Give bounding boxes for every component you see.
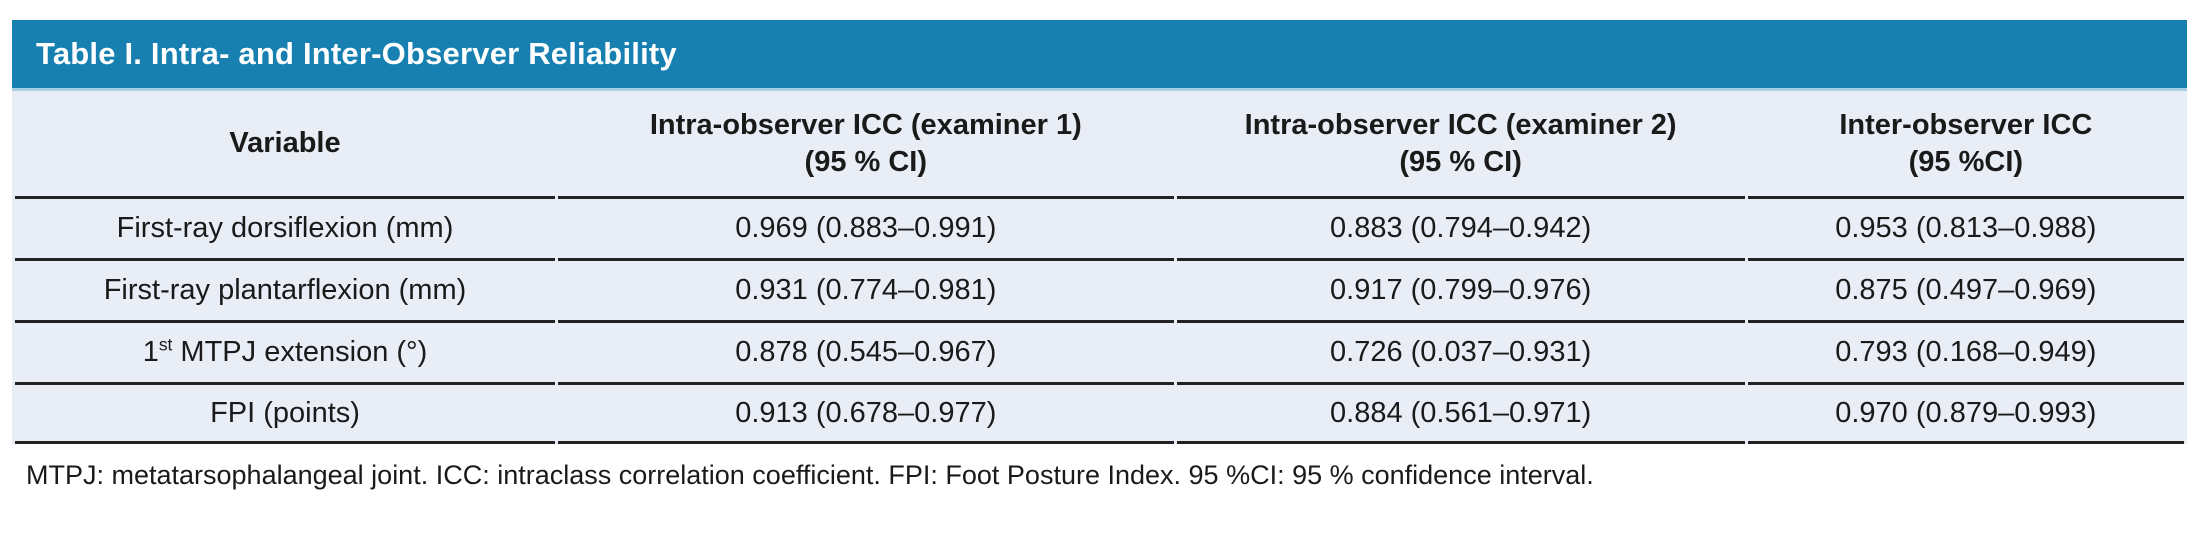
column-header-variable: Variable (15, 91, 555, 196)
reliability-table: Variable Intra-observer ICC (examiner 1)… (12, 91, 2187, 444)
cell-icc-examiner2: 0.884 (0.561–0.971) (1176, 382, 1745, 444)
table-row: FPI (points) 0.913 (0.678–0.977) 0.884 (… (15, 382, 2184, 444)
cell-icc-examiner1: 0.931 (0.774–0.981) (558, 258, 1174, 320)
table-title: Table I. Intra- and Inter-Observer Relia… (36, 36, 677, 71)
column-header-line2: (95 % CI) (1399, 145, 1522, 178)
cell-inter-icc: 0.793 (0.168–0.949) (1747, 320, 2184, 382)
table-container: Table I. Intra- and Inter-Observer Relia… (12, 20, 2187, 491)
cell-variable: FPI (points) (15, 382, 555, 444)
cell-icc-examiner1: 0.969 (0.883–0.991) (558, 196, 1174, 258)
variable-base: 1 (142, 336, 159, 368)
header-row: Variable Intra-observer ICC (examiner 1)… (15, 91, 2184, 196)
column-header-inter-icc: Inter-observer ICC (95 %CI) (1747, 91, 2184, 196)
cell-icc-examiner1: 0.913 (0.678–0.977) (558, 382, 1174, 444)
column-header-line1: Inter-observer ICC (1839, 108, 2093, 141)
cell-icc-examiner2: 0.917 (0.799–0.976) (1176, 258, 1745, 320)
column-header-line2: (95 %CI) (1908, 145, 2024, 178)
cell-variable: First-ray dorsiflexion (mm) (15, 196, 555, 258)
cell-inter-icc: 0.953 (0.813–0.988) (1747, 196, 2184, 258)
column-header-line1: Intra-observer ICC (examiner 1) (649, 108, 1082, 141)
table-row: First-ray dorsiflexion (mm) 0.969 (0.883… (15, 196, 2184, 258)
cell-icc-examiner2: 0.883 (0.794–0.942) (1176, 196, 1745, 258)
column-header-intra-icc-examiner2: Intra-observer ICC (examiner 2) (95 % CI… (1176, 91, 1745, 196)
table-body: First-ray dorsiflexion (mm) 0.969 (0.883… (15, 196, 2184, 444)
table-row: First-ray plantarflexion (mm) 0.931 (0.7… (15, 258, 2184, 320)
cell-icc-examiner2: 0.726 (0.037–0.931) (1176, 320, 1745, 382)
cell-icc-examiner1: 0.878 (0.545–0.967) (558, 320, 1174, 382)
cell-variable: 1st MTPJ extension (°) (15, 320, 555, 382)
cell-inter-icc: 0.970 (0.879–0.993) (1747, 382, 2184, 444)
title-separator (12, 88, 2187, 91)
column-header-line2: (95 % CI) (804, 145, 928, 178)
cell-variable: First-ray plantarflexion (mm) (15, 258, 555, 320)
table-title-bar: Table I. Intra- and Inter-Observer Relia… (12, 20, 2187, 88)
column-header-line1: Intra-observer ICC (examiner 2) (1244, 108, 1677, 141)
variable-superscript: st (158, 334, 173, 355)
cell-inter-icc: 0.875 (0.497–0.969) (1747, 258, 2184, 320)
table-row: 1st MTPJ extension (°) 0.878 (0.545–0.96… (15, 320, 2184, 382)
column-header-line1: Variable (229, 127, 341, 159)
column-header-intra-icc-examiner1: Intra-observer ICC (examiner 1) (95 % CI… (558, 91, 1174, 196)
variable-rest: MTPJ extension (°) (172, 336, 428, 368)
table-header: Variable Intra-observer ICC (examiner 1)… (15, 91, 2184, 196)
table-footnote: MTPJ: metatarsophalangeal joint. ICC: in… (12, 444, 2187, 491)
